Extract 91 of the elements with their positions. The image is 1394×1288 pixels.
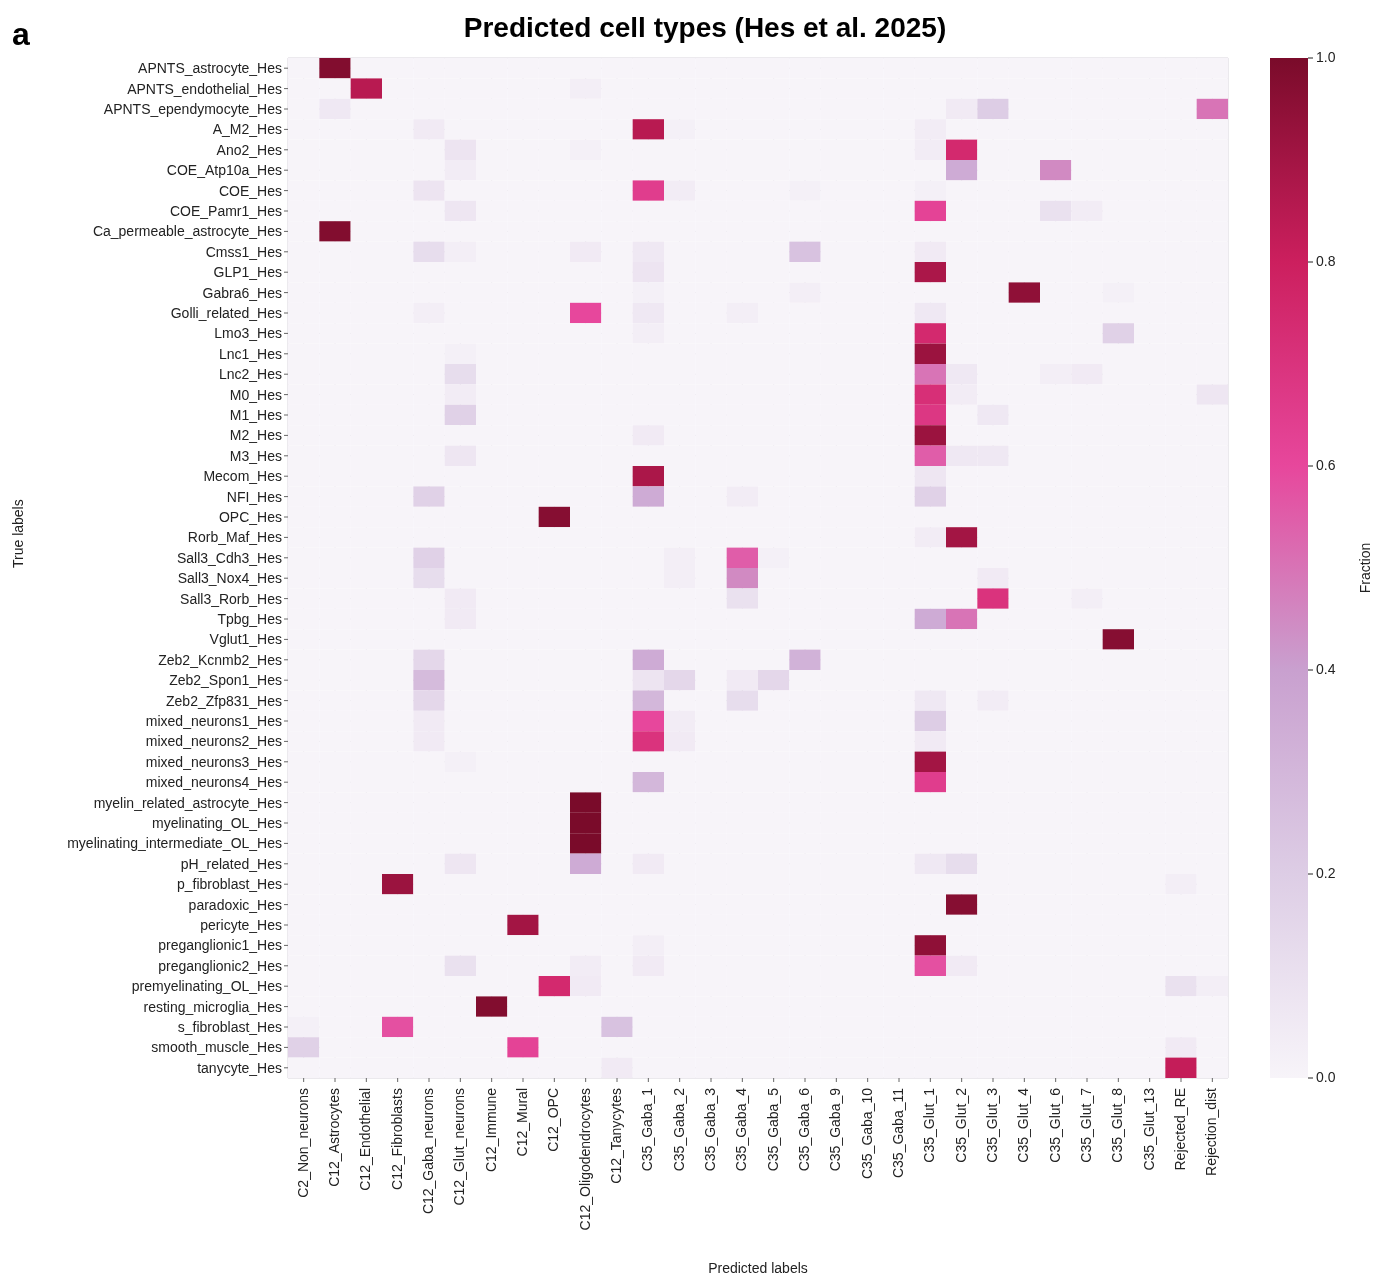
x-tick-label: C35_Gaba_1 bbox=[639, 1087, 656, 1172]
x-tick-label: C35_Gaba_6 bbox=[795, 1087, 812, 1172]
y-tick-label: Zeb2_Zfp831_Hes bbox=[166, 692, 282, 709]
y-tick-label: M2_Hes bbox=[229, 427, 282, 444]
y-tick-label: mixed_neurons4_Hes bbox=[145, 774, 282, 791]
x-tick-label: C35_Glut_7 bbox=[1077, 1087, 1094, 1163]
y-tick-label: APNTS_astrocyte_Hes bbox=[138, 60, 282, 77]
x-tick-label: C35_Glut_1 bbox=[921, 1087, 938, 1163]
x-tick-label: C12_Oligodendrocytes bbox=[576, 1088, 593, 1231]
y-tick-label: COE_Atp10a_Hes bbox=[166, 162, 282, 179]
y-tick-label: mixed_neurons2_Hes bbox=[145, 733, 282, 750]
y-tick-label: mixed_neurons3_Hes bbox=[145, 753, 282, 770]
y-tick-label: Ano2_Hes bbox=[216, 141, 282, 158]
y-tick-label: premyelinating_OL_Hes bbox=[131, 978, 282, 995]
y-tick-label: resting_microglia_Hes bbox=[143, 998, 282, 1015]
x-tick-label: C35_Glut_6 bbox=[1046, 1087, 1063, 1163]
x-tick-label: C12_Astrocytes bbox=[325, 1088, 342, 1187]
y-tick-label: myelinating_OL_Hes bbox=[152, 814, 282, 831]
y-tick-label: Cmss1_Hes bbox=[205, 243, 282, 260]
x-tick-label: C35_Glut_13 bbox=[1140, 1087, 1157, 1171]
y-tick-label: pericyte_Hes bbox=[200, 916, 282, 933]
y-tick-label: APNTS_ependymocyte_Hes bbox=[103, 100, 282, 117]
y-tick-label: Lmo3_Hes bbox=[214, 325, 282, 342]
y-tick-label: tanycyte_Hes bbox=[197, 1059, 282, 1076]
y-tick-label: Mecom_Hes bbox=[203, 468, 282, 485]
x-tick-label: C35_Gaba_11 bbox=[889, 1087, 906, 1179]
x-tick-label: C12_OPC bbox=[545, 1088, 562, 1152]
color-bar-title: Fraction bbox=[1357, 542, 1373, 594]
y-tick-label: Sall3_Rorb_Hes bbox=[180, 590, 282, 607]
x-tick-label: C12_Mural bbox=[513, 1088, 530, 1157]
y-tick-label: A_M2_Hes bbox=[212, 121, 282, 138]
x-tick-label: C35_Gaba_5 bbox=[764, 1087, 781, 1172]
y-tick-label: COE_Pamr1_Hes bbox=[169, 202, 282, 219]
x-tick-label: Rejected_RE bbox=[1171, 1088, 1188, 1171]
y-tick-label: OPC_Hes bbox=[218, 508, 282, 525]
x-tick-label: C12_Immune bbox=[482, 1087, 499, 1173]
y-tick-label: mixed_neurons1_Hes bbox=[145, 712, 282, 729]
x-tick-label: C35_Gaba_9 bbox=[827, 1087, 844, 1172]
y-tick-label: Zeb2_Spon1_Hes bbox=[169, 672, 282, 689]
text: a bbox=[12, 16, 30, 53]
color-bar-label: 0.0 bbox=[1316, 1068, 1336, 1085]
y-tick-label: Lnc1_Hes bbox=[218, 345, 282, 362]
y-tick-label: M1_Hes bbox=[229, 406, 282, 423]
x-tick-label: Rejection_dist bbox=[1203, 1087, 1220, 1176]
x-tick-label: C35_Gaba_3 bbox=[701, 1087, 718, 1172]
x-tick-label: C35_Glut_2 bbox=[952, 1087, 969, 1163]
y-tick-label: Golli_related_Hes bbox=[170, 304, 282, 321]
y-tick-label: myelinating_intermediate_OL_Hes bbox=[67, 835, 282, 852]
y-tick-label: p_fibroblast_Hes bbox=[176, 876, 282, 893]
x-tick-label: C12_Endothelial bbox=[357, 1088, 374, 1191]
x-tick-label: C35_Gaba_2 bbox=[670, 1087, 687, 1172]
y-tick-label: Rorb_Maf_Hes bbox=[187, 529, 282, 546]
y-tick-label: NFI_Hes bbox=[226, 488, 282, 505]
y-tick-label: COE_Hes bbox=[218, 182, 282, 199]
y-tick-label: Ca_permeable_astrocyte_Hes bbox=[92, 223, 282, 240]
color-bar-label: 0.2 bbox=[1316, 864, 1336, 881]
y-tick-label: preganglionic2_Hes bbox=[158, 957, 282, 974]
y-tick-label: pH_related_Hes bbox=[180, 855, 282, 872]
y-tick-label: Lnc2_Hes bbox=[218, 366, 282, 383]
y-tick-label: Zeb2_Kcnmb2_Hes bbox=[158, 651, 282, 668]
y-tick-label: s_fibroblast_Hes bbox=[177, 1018, 282, 1035]
x-tick-label: C12_Tanycytes bbox=[607, 1088, 624, 1184]
y-tick-label: Gabra6_Hes bbox=[202, 284, 282, 301]
y-tick-label: smooth_muscle_Hes bbox=[151, 1039, 282, 1056]
y-tick-label: Sall3_Cdh3_Hes bbox=[176, 549, 282, 566]
x-axis-title: Predicted labels bbox=[708, 1260, 808, 1276]
x-tick-label: C35_Glut_3 bbox=[983, 1087, 1000, 1163]
color-bar-label: 1.0 bbox=[1316, 48, 1336, 65]
x-tick-label: C35_Glut_4 bbox=[1015, 1087, 1032, 1163]
color-bar-label: 0.4 bbox=[1316, 660, 1336, 677]
y-tick-label: Vglut1_Hes bbox=[209, 631, 282, 648]
y-axis-title: True labels bbox=[9, 499, 26, 568]
y-tick-label: preganglionic1_Hes bbox=[158, 937, 282, 954]
x-tick-label: C2_Non_neurons bbox=[294, 1088, 311, 1198]
color-bar-label: 0.6 bbox=[1316, 456, 1336, 473]
x-tick-label: C35_Glut_8 bbox=[1109, 1087, 1126, 1163]
y-tick-label: M3_Hes bbox=[229, 447, 282, 464]
x-tick-label: C12_Gaba_neurons bbox=[419, 1088, 436, 1215]
y-tick-label: myelin_related_astrocyte_Hes bbox=[93, 794, 282, 811]
color-bar-label: 0.8 bbox=[1316, 252, 1336, 269]
y-tick-label: Tpbg_Hes bbox=[217, 610, 282, 627]
y-tick-label: M0_Hes bbox=[229, 386, 282, 403]
y-tick-label: APNTS_endothelial_Hes bbox=[127, 80, 282, 97]
y-tick-label: GLP1_Hes bbox=[213, 264, 282, 281]
y-tick-label: paradoxic_Hes bbox=[188, 896, 282, 913]
chart-title: Predicted cell types (Hes et al. 2025) bbox=[463, 12, 947, 43]
x-tick-label: C35_Gaba_10 bbox=[858, 1087, 875, 1180]
x-tick-label: C12_Glut_neurons bbox=[451, 1088, 468, 1206]
x-tick-label: C12_Fibroblasts bbox=[388, 1088, 405, 1190]
x-tick-label: C35_Gaba_4 bbox=[733, 1087, 750, 1172]
y-tick-label: Sall3_Nox4_Hes bbox=[177, 570, 282, 587]
